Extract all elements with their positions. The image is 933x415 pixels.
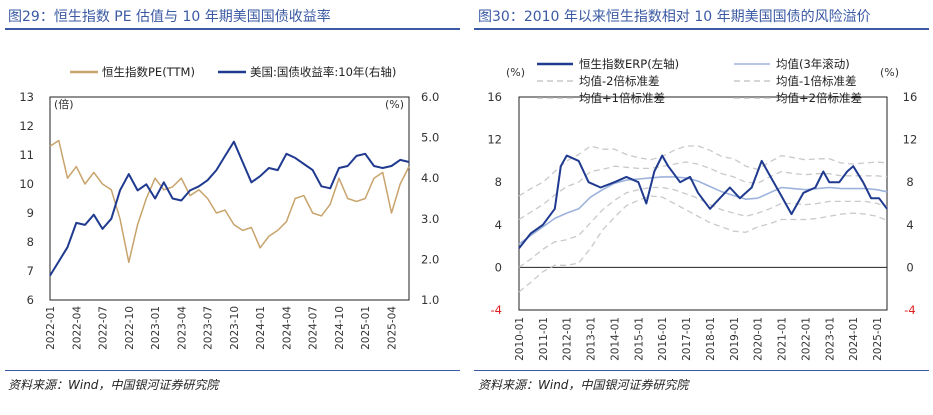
left-yaxis-tick-label: 4	[495, 218, 502, 232]
xaxis-tick-label: 2015-01	[633, 317, 645, 361]
xaxis-tick-label: 2022-10	[124, 306, 136, 350]
left-yaxis-tick-label: 9	[27, 206, 34, 220]
plus-1sd-line	[518, 161, 888, 221]
left-title-rule	[5, 28, 460, 30]
legend-label: 均值+1倍标准差	[579, 91, 665, 105]
right-yaxis-tick-label: -4	[904, 303, 915, 317]
right-chart-title: 图30：2010 年以来恒生指数相对 10 年期美国国债的风险溢价	[478, 9, 871, 25]
erp-line	[518, 154, 888, 249]
xaxis-tick-label: 2023-07	[203, 306, 215, 350]
xaxis-tick-label: 2017-01	[681, 317, 693, 361]
right-yaxis-tick-label: 6.0	[421, 90, 439, 104]
rolling-mean-line	[518, 176, 888, 245]
left-yaxis-tick-label: 8	[495, 175, 502, 189]
right-yaxis-tick-label: 5.0	[421, 131, 439, 145]
legend-label: 美国:国债收益率:10年(右轴)	[250, 65, 396, 79]
xaxis-tick-label: 2024-07	[308, 306, 320, 350]
pe-ttm-line	[49, 139, 410, 264]
legend-label: 均值-2倍标准差	[579, 74, 659, 88]
xaxis-tick-label: 2022-01	[800, 317, 812, 361]
left-yaxis-unit: (倍)	[54, 97, 74, 111]
right-yaxis-tick-label: 4	[906, 218, 913, 232]
xaxis-tick-label: 2023-04	[176, 306, 188, 350]
xaxis-tick-label: 2024-04	[281, 306, 293, 350]
legend-label: 恒生指数ERP(左轴)	[579, 57, 679, 71]
right-yaxis-tick-label: 16	[903, 90, 918, 104]
left-yaxis-tick-label: -4	[491, 303, 502, 317]
legend-label: 均值-1倍标准差	[776, 74, 856, 88]
right-chart: 16 12 8 4 0 -4 (%) 16 12 8 4 0 -4 (%) 2010-01 2011-01 20…	[487, 57, 918, 361]
legend-label: 均值(3年滚动)	[776, 57, 850, 71]
right-plot-frame	[518, 96, 888, 311]
xaxis-tick-label: 2011-01	[538, 317, 550, 361]
left-yaxis-tick-label: 10	[19, 177, 34, 191]
xaxis-tick-label: 2010-01	[514, 317, 526, 361]
xaxis-tick-label: 2024-01	[848, 317, 860, 361]
xaxis-tick-label: 2023-01	[150, 306, 162, 350]
right-yaxis-tick-label: 3.0	[421, 212, 439, 226]
right-title-rule	[474, 28, 929, 30]
xaxis-tick-label: 2022-01	[45, 306, 57, 350]
xaxis-tick-label: 2024-01	[255, 306, 267, 350]
left-source-note: 资料来源：Wind，中国银河证券研究院	[8, 378, 219, 392]
left-yaxis-tick-label: 12	[19, 119, 34, 133]
plus-2sd-line	[518, 145, 888, 197]
xaxis-tick-label: 2025-01	[360, 306, 372, 350]
left-source-rule	[5, 370, 460, 371]
left-yaxis-tick-label: 6	[27, 293, 34, 307]
right-source-note: 资料来源：Wind，中国银河证券研究院	[478, 378, 689, 392]
left-yaxis-tick-label: 8	[27, 235, 34, 249]
legend-label: 均值+2倍标准差	[776, 91, 862, 105]
xaxis-tick-label: 2020-01	[753, 317, 765, 361]
xaxis-tick-label: 2022-04	[71, 306, 83, 350]
xaxis-tick-label: 2012-01	[562, 317, 574, 361]
right-yaxis-unit: (%)	[385, 98, 404, 111]
right-yaxis-tick-label: 2.0	[421, 252, 439, 266]
xaxis-tick-label: 2021-01	[777, 317, 789, 361]
right-yaxis-unit: (%)	[880, 66, 899, 79]
xaxis-tick-label: 2013-01	[586, 317, 598, 361]
xaxis-tick-label: 2023-01	[824, 317, 836, 361]
minus-2sd-line	[518, 195, 888, 293]
left-yaxis-tick-label: 12	[487, 133, 502, 147]
left-plot-frame	[49, 96, 410, 301]
right-yaxis-tick-label: 0	[906, 260, 913, 274]
left-yaxis-tick-label: 7	[27, 264, 34, 278]
right-yaxis-tick-label: 12	[903, 133, 918, 147]
left-yaxis-tick-label: 0	[495, 260, 502, 274]
xaxis-tick-label: 2024-10	[334, 306, 346, 350]
right-yaxis-tick-label: 1.0	[421, 293, 439, 307]
left-yaxis-tick-label: 11	[19, 148, 34, 162]
left-yaxis-tick-label: 13	[19, 90, 34, 104]
xaxis-tick-label: 2019-01	[729, 317, 741, 361]
xaxis-tick-label: 2025-04	[386, 306, 398, 350]
left-chart-title: 图29：恒生指数 PE 估值与 10 年期美国国债收益率	[8, 9, 331, 25]
xaxis-tick-label: 2022-07	[98, 306, 110, 350]
xaxis-tick-label: 2025-01	[872, 317, 884, 361]
legend-label: 恒生指数PE(TTM)	[102, 65, 195, 79]
left-yaxis-tick-label: 16	[487, 90, 502, 104]
right-yaxis-tick-label: 4.0	[421, 171, 439, 185]
xaxis-tick-label: 2023-10	[229, 306, 241, 350]
left-chart: 6 7 8 9 10 11 12 13 (倍) 1.0 2.0 3.0 4.0 5.0 6.0 (%) 2022…	[19, 65, 439, 350]
left-yaxis-unit: (%)	[506, 66, 525, 79]
right-yaxis-tick-label: 8	[906, 175, 913, 189]
xaxis-tick-label: 2016-01	[657, 317, 669, 361]
us10y-yield-line	[49, 140, 410, 277]
xaxis-tick-label: 2018-01	[705, 317, 717, 361]
right-source-rule	[474, 370, 929, 371]
xaxis-tick-label: 2014-01	[609, 317, 621, 361]
